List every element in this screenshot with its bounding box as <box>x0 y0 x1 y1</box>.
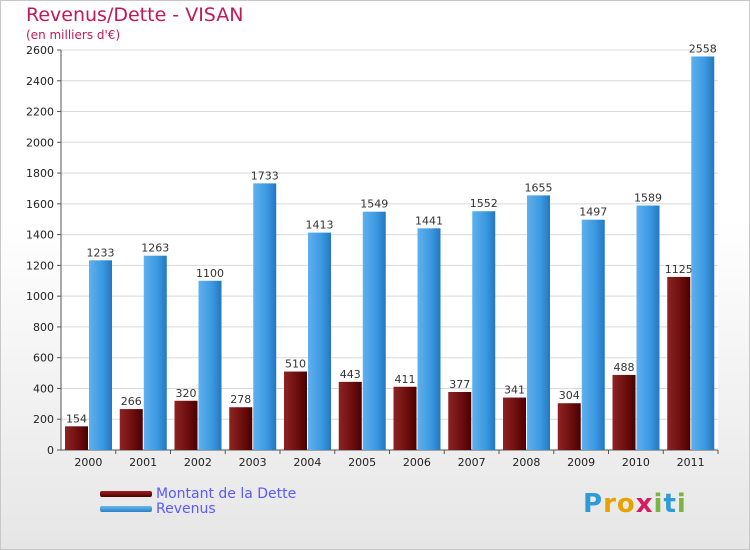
x-tick-label: 2000 <box>74 456 102 469</box>
proxiti-logo: Proxiti <box>583 489 687 519</box>
bar-revenus <box>472 211 496 450</box>
data-label-revenus: 1263 <box>141 242 169 255</box>
logo-letter: P <box>583 489 604 519</box>
legend: Montant de la Dette Revenus <box>100 485 297 517</box>
y-tick-label: 1600 <box>26 198 54 211</box>
x-tick-label: 2001 <box>129 456 157 469</box>
y-tick-label: 2400 <box>26 75 54 88</box>
plot-area <box>61 50 718 450</box>
bar-revenus <box>253 183 277 450</box>
logo-letter: r <box>603 489 617 519</box>
bar-revenus <box>308 232 331 450</box>
data-label-dette: 154 <box>66 412 87 425</box>
bar-revenus <box>143 255 167 450</box>
logo-letter: t <box>663 489 677 519</box>
data-label-dette: 443 <box>340 368 361 381</box>
bar-dette <box>65 426 88 450</box>
y-tick-label: 1000 <box>26 290 54 303</box>
x-tick-label: 2009 <box>567 456 595 469</box>
x-tick-label: 2005 <box>348 456 376 469</box>
data-label-revenus: 1441 <box>415 214 443 227</box>
x-tick-label: 2003 <box>239 456 267 469</box>
bar-dette <box>393 386 417 450</box>
bar-dette <box>557 403 581 450</box>
bar-revenus <box>527 195 550 450</box>
data-label-revenus: 1733 <box>251 169 279 182</box>
data-label-dette: 278 <box>230 393 251 406</box>
y-tick-label: 1200 <box>26 259 54 272</box>
y-tick-label: 1400 <box>26 229 54 242</box>
bar-revenus <box>89 260 112 450</box>
bar-dette <box>229 407 253 450</box>
logo-letter: o <box>616 489 636 519</box>
y-tick-label: 1800 <box>26 167 54 180</box>
bar-revenus <box>636 205 660 450</box>
y-tick-label: 600 <box>33 352 54 365</box>
bar-dette <box>338 381 362 450</box>
y-tick-label: 200 <box>33 413 54 426</box>
bar-dette <box>612 374 636 450</box>
data-label-dette: 266 <box>121 395 142 408</box>
x-tick-label: 2008 <box>512 456 540 469</box>
x-tick-label: 2007 <box>458 456 486 469</box>
data-label-revenus: 1655 <box>525 181 553 194</box>
legend-label-dette: Montant de la Dette <box>156 485 297 502</box>
bar-dette <box>119 409 143 450</box>
bar-dette <box>284 371 307 450</box>
data-label-dette: 488 <box>614 361 635 374</box>
legend-item-revenus: Revenus <box>100 500 296 517</box>
bar-revenus <box>581 219 605 450</box>
data-label-dette: 341 <box>504 384 525 397</box>
bar-revenus <box>362 211 386 450</box>
data-label-dette: 411 <box>395 373 416 386</box>
y-tick-label: 0 <box>47 444 54 457</box>
logo-letter: x <box>635 489 654 519</box>
y-tick-label: 800 <box>33 321 54 334</box>
legend-swatch-dette <box>100 490 152 497</box>
legend-item-dette: Montant de la Dette <box>100 485 297 502</box>
bar-dette <box>448 392 472 450</box>
legend-label-revenus: Revenus <box>156 500 216 517</box>
legend-swatch-revenus <box>100 505 152 512</box>
bar-revenus <box>417 228 441 450</box>
data-label-revenus: 2558 <box>689 42 717 55</box>
data-label-revenus: 1233 <box>87 246 115 259</box>
data-label-dette: 377 <box>449 378 470 391</box>
logo-letter: i <box>653 489 664 519</box>
chart-subtitle: (en milliers d'€) <box>26 28 121 42</box>
data-label-revenus: 1552 <box>470 197 498 210</box>
data-label-revenus: 1497 <box>579 206 607 219</box>
x-tick-label: 2002 <box>184 456 212 469</box>
data-label-dette: 1125 <box>665 263 693 276</box>
y-tick-label: 2200 <box>26 106 54 119</box>
bar-dette <box>503 397 526 450</box>
x-tick-label: 2010 <box>622 456 650 469</box>
data-label-revenus: 1413 <box>306 219 334 232</box>
y-tick-label: 2600 <box>26 44 54 57</box>
chart-title: Revenus/Dette - VISAN <box>26 4 244 26</box>
data-label-dette: 320 <box>176 387 197 400</box>
x-tick-label: 2011 <box>677 456 705 469</box>
data-label-dette: 510 <box>285 358 306 371</box>
data-label-revenus: 1100 <box>196 267 224 280</box>
y-tick-label: 2000 <box>26 136 54 149</box>
y-tick-label: 400 <box>33 382 54 395</box>
bar-revenus <box>691 56 715 450</box>
data-label-revenus: 1589 <box>634 192 662 205</box>
data-label-dette: 304 <box>559 389 580 402</box>
bar-revenus <box>198 280 222 450</box>
bar-dette <box>174 400 198 450</box>
x-tick-label: 2006 <box>403 456 431 469</box>
data-label-revenus: 1549 <box>360 198 388 211</box>
x-tick-label: 2004 <box>293 456 321 469</box>
bar-dette <box>667 276 691 450</box>
logo-letter: i <box>676 489 687 519</box>
